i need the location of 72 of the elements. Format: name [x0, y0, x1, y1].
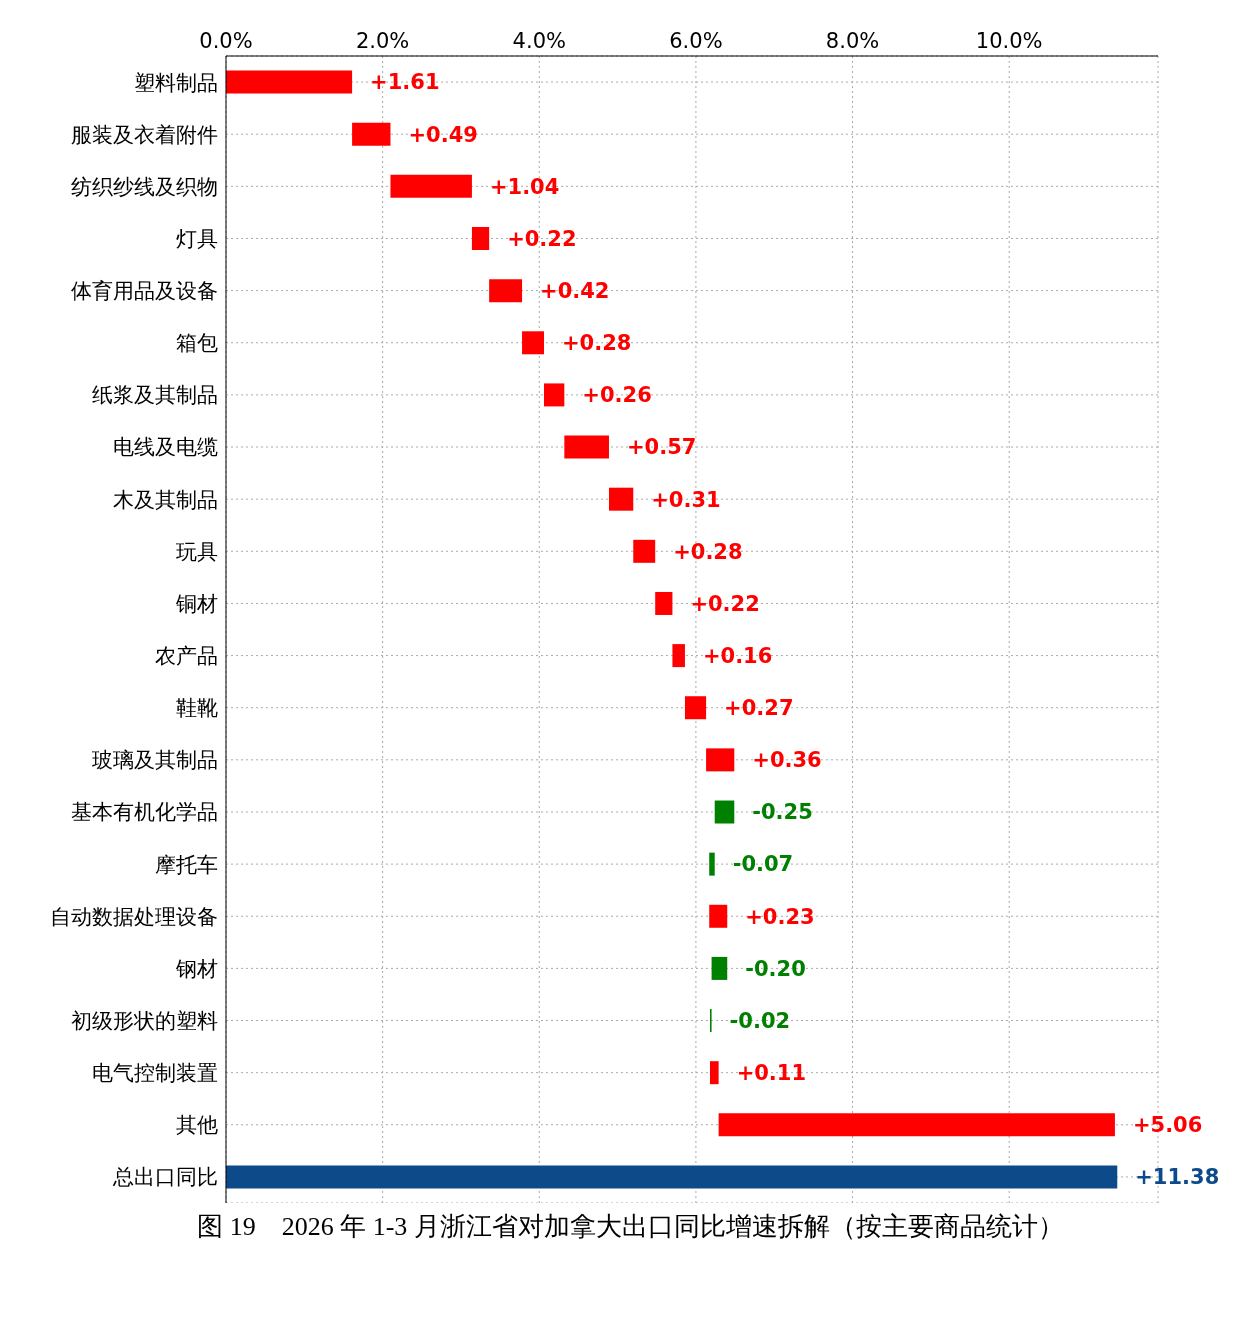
data-label: +1.61	[370, 70, 440, 95]
y-tick-label: 灯具	[176, 226, 218, 251]
x-tick-label: 4.0%	[512, 29, 566, 53]
data-label: +0.27	[724, 696, 794, 721]
y-tick-label: 纸浆及其制品	[92, 383, 218, 408]
data-label: -0.02	[729, 1008, 791, 1033]
bar	[522, 331, 544, 355]
data-label: +5.06	[1132, 1113, 1203, 1138]
y-tick-label: 木及其制品	[113, 487, 218, 512]
bar	[714, 800, 735, 824]
x-tick-label: 2.0%	[355, 29, 410, 53]
y-tick-label: 箱包	[176, 331, 218, 356]
bar	[489, 279, 523, 303]
bar	[543, 383, 565, 407]
text: 图 19 2026 年 1-3 月浙江省对加拿大出口同比增速拆解（按主要商品统计）	[196, 1211, 1065, 1243]
data-label: +0.26	[582, 383, 652, 408]
y-tick-label: 钢材	[175, 956, 218, 981]
bar	[633, 539, 656, 563]
bar	[718, 1113, 1115, 1137]
bar	[608, 487, 634, 511]
data-label: +0.42	[540, 278, 610, 303]
data-label: +0.28	[561, 331, 632, 356]
data-label: +0.23	[745, 904, 815, 929]
data-label: +1.04	[489, 174, 560, 199]
bar	[672, 644, 685, 668]
data-label: +0.28	[673, 539, 743, 564]
data-label: -0.07	[732, 852, 794, 877]
bar	[711, 956, 728, 980]
y-tick-label: 摩托车	[155, 852, 218, 877]
bar	[684, 696, 707, 720]
data-label: +0.36	[752, 748, 822, 773]
data-label: +0.22	[507, 226, 577, 251]
bar	[709, 852, 715, 876]
bar	[564, 435, 609, 459]
bar	[710, 1061, 719, 1085]
y-tick-label: 农产品	[155, 644, 218, 669]
y-tick-label: 玻璃及其制品	[92, 748, 218, 773]
data-label: +0.11	[736, 1061, 807, 1086]
bar	[226, 70, 353, 94]
y-tick-label: 塑料制品	[134, 70, 218, 95]
bar	[706, 748, 735, 772]
x-tick-label: 8.0%	[825, 29, 880, 53]
y-tick-label: 服装及衣着附件	[71, 122, 218, 147]
y-tick-label: 玩具	[176, 539, 218, 564]
bar	[471, 227, 490, 251]
data-label: -0.25	[752, 800, 813, 825]
x-tick-label: 10.0%	[975, 29, 1043, 53]
y-tick-label: 铜材	[175, 591, 218, 616]
y-tick-label: 总出口同比	[112, 1165, 218, 1190]
y-tick-label: 自动数据处理设备	[50, 904, 218, 929]
bar	[390, 174, 472, 198]
data-label: +11.38	[1135, 1165, 1220, 1190]
y-tick-label: 纺织纱线及织物	[71, 174, 218, 199]
data-label: +0.57	[626, 435, 697, 460]
y-tick-label: 体育用品及设备	[71, 279, 218, 304]
y-tick-label: 其他	[176, 1113, 218, 1138]
bar	[226, 1165, 1118, 1189]
bar	[655, 591, 673, 615]
data-label: +0.31	[651, 487, 721, 512]
data-label: +0.22	[690, 591, 760, 616]
y-tick-label: 电气控制装置	[92, 1061, 218, 1086]
x-tick-label: 6.0%	[669, 29, 723, 53]
y-tick-label: 电线及电缆	[113, 435, 218, 460]
y-tick-label: 鞋靴	[176, 696, 218, 721]
x-tick-label: 0.0%	[199, 29, 253, 53]
data-label: -0.20	[745, 956, 806, 981]
y-tick-label: 基本有机化学品	[71, 800, 218, 825]
data-label: +0.49	[408, 122, 478, 147]
data-label: +0.16	[702, 643, 773, 668]
bar	[709, 904, 728, 928]
y-tick-label: 初级形状的塑料	[71, 1008, 218, 1033]
bar	[352, 122, 391, 146]
